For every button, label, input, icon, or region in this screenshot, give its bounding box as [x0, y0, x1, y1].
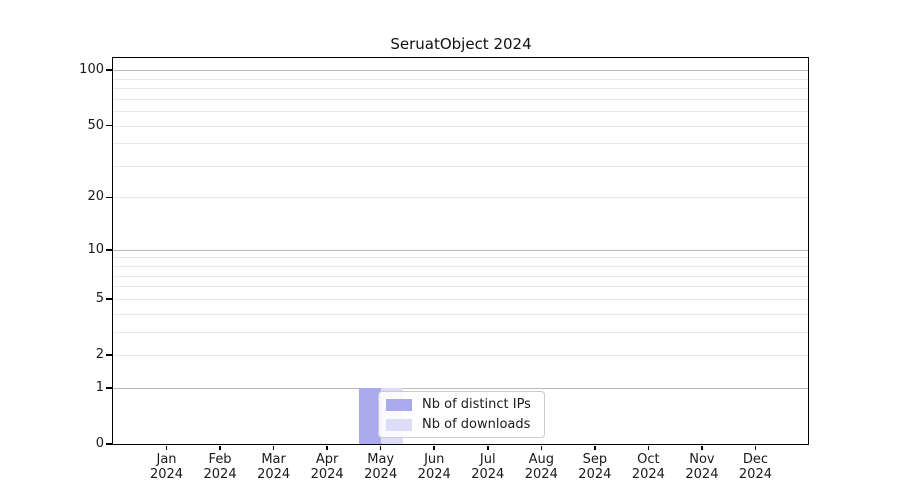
x-tick-label: Jan 2024 — [149, 452, 184, 482]
y-tick — [106, 69, 113, 71]
y-tick-label: 20 — [87, 189, 104, 205]
legend-label-downloads: Nb of downloads — [422, 416, 531, 432]
y-tick — [106, 124, 113, 127]
x-tick — [594, 445, 596, 450]
y-gridline-minor — [113, 98, 809, 100]
legend-swatch-downloads — [386, 418, 412, 431]
y-tick — [106, 387, 113, 389]
x-tick-label: Oct 2024 — [631, 452, 665, 482]
y-gridline-minor — [113, 125, 809, 127]
y-tick — [106, 354, 113, 356]
chart-title: SeruatObject 2024 — [390, 35, 532, 53]
x-tick-label: Apr 2024 — [310, 452, 344, 482]
y-gridline-minor — [113, 286, 809, 288]
legend-item-downloads: Nb of downloads — [386, 416, 536, 432]
x-tick — [647, 445, 650, 450]
y-gridline-minor — [113, 197, 809, 199]
y-gridline-minor — [113, 275, 809, 277]
x-tick — [540, 445, 543, 450]
y-gridline-major — [113, 249, 809, 251]
bar-distinct-ips — [358, 387, 381, 445]
y-tick — [106, 196, 113, 199]
x-tick — [272, 445, 275, 450]
plot-area — [113, 58, 809, 445]
x-tick — [433, 445, 435, 450]
x-tick — [487, 445, 489, 450]
y-gridline-major — [113, 70, 809, 72]
y-tick — [106, 298, 113, 300]
x-tick — [379, 445, 382, 450]
y-gridline-minor — [113, 298, 809, 300]
x-tick-label: Jun 2024 — [417, 452, 451, 482]
x-tick-label: Sep 2024 — [578, 452, 612, 482]
x-tick — [165, 445, 168, 450]
y-tick-label: 1 — [95, 379, 104, 395]
y-tick-label: 2 — [95, 347, 104, 362]
y-tick-label: 100 — [79, 62, 104, 78]
x-tick — [326, 445, 328, 450]
x-tick — [754, 445, 757, 450]
y-gridline-minor — [113, 111, 809, 113]
x-tick — [219, 445, 221, 450]
y-gridline-major — [113, 387, 809, 389]
y-gridline-minor — [113, 88, 809, 90]
x-tick-label: Jul 2024 — [471, 452, 505, 482]
y-gridline-minor — [113, 257, 809, 259]
y-tick-label: 10 — [87, 241, 104, 257]
legend-swatch-distinct-ips — [386, 398, 412, 411]
legend-label-distinct-ips: Nb of distinct IPs — [422, 396, 531, 412]
x-tick-label: Dec 2024 — [738, 452, 772, 482]
y-gridline-minor — [113, 165, 809, 167]
y-tick — [106, 443, 113, 445]
x-tick-label: Feb 2024 — [203, 452, 237, 482]
y-gridline-minor — [113, 355, 809, 356]
x-tick — [701, 445, 703, 450]
y-tick-label: 5 — [95, 290, 104, 306]
x-tick-label: Mar 2024 — [257, 452, 291, 482]
y-gridline-minor — [113, 331, 809, 333]
y-tick-label: 50 — [87, 117, 104, 133]
y-gridline-minor — [113, 313, 809, 315]
y-gridline-minor — [113, 266, 809, 268]
y-tick-label: 0 — [95, 436, 104, 451]
x-tick-label: Aug 2024 — [524, 452, 558, 482]
y-tick — [106, 249, 113, 251]
y-gridline-minor — [113, 143, 809, 145]
legend: Nb of distinct IPs Nb of downloads — [378, 391, 545, 438]
x-tick-label: May 2024 — [364, 452, 398, 482]
x-tick-label: Nov 2024 — [685, 452, 719, 482]
legend-item-distinct-ips: Nb of distinct IPs — [386, 396, 536, 412]
y-gridline-minor — [113, 78, 809, 80]
